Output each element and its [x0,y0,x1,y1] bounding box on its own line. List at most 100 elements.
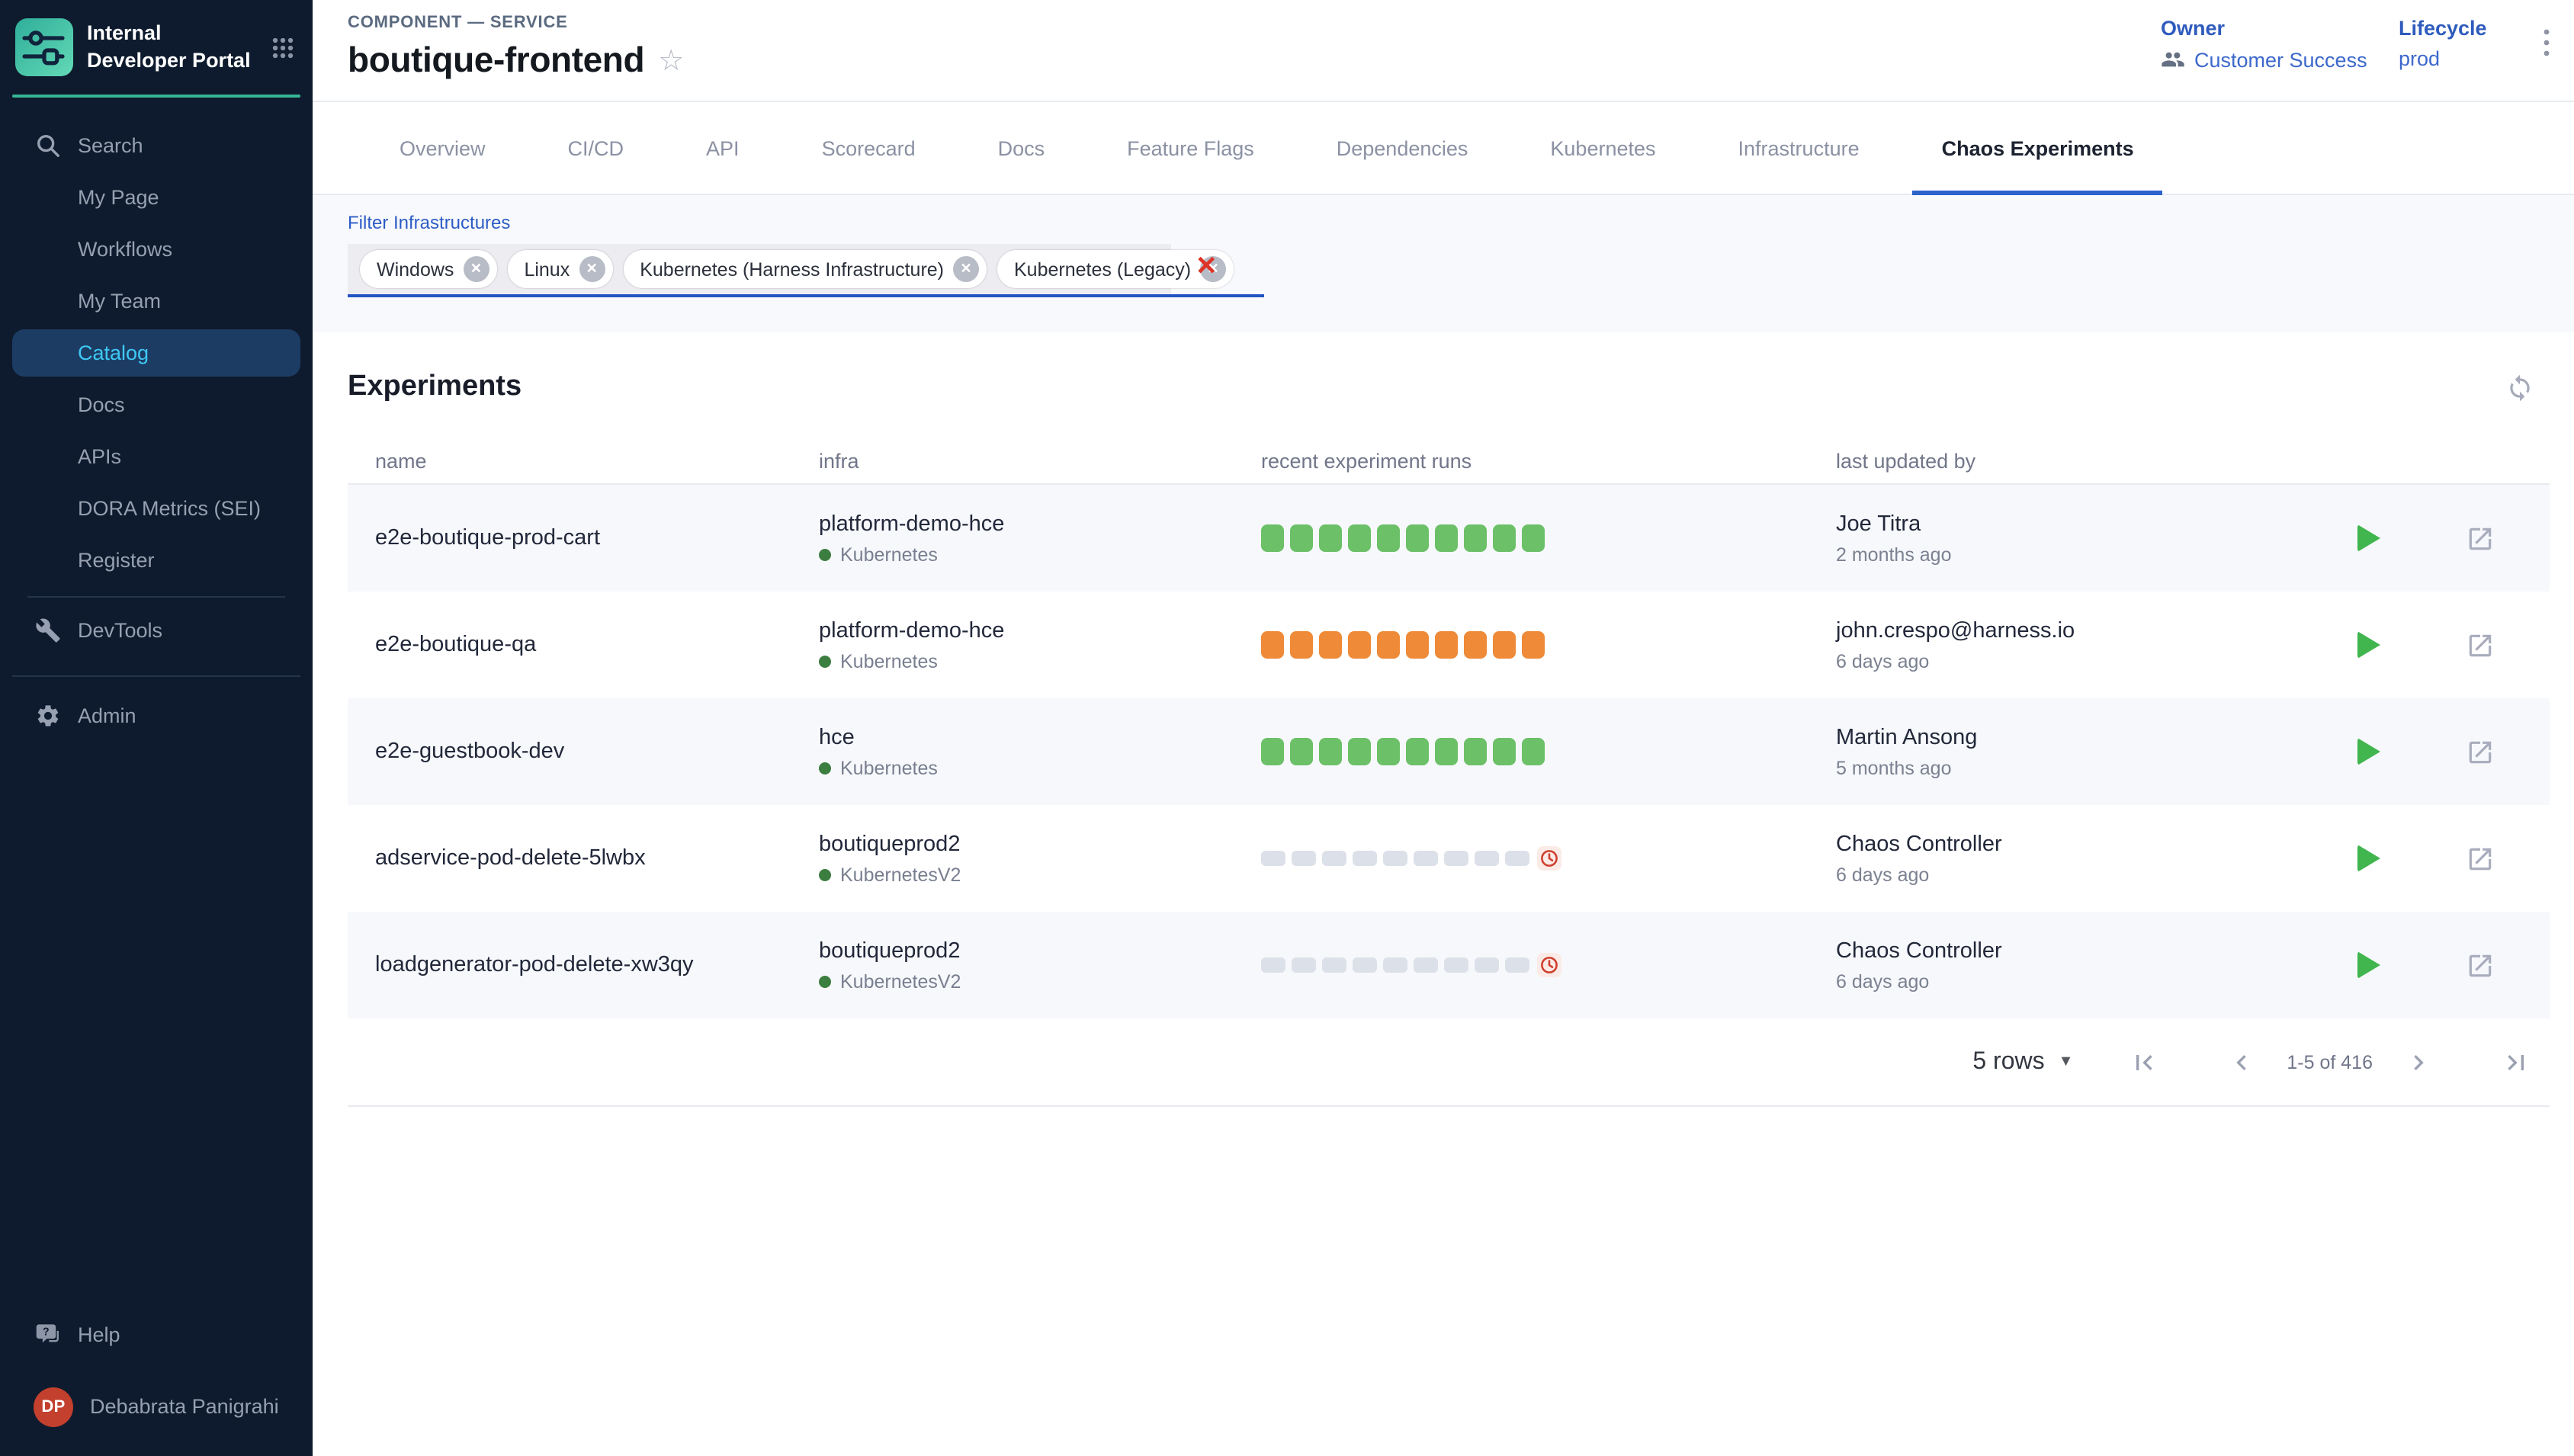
run-square-passed[interactable] [1319,524,1342,552]
run-square-passed[interactable] [1290,524,1313,552]
chip-remove-icon[interactable]: ✕ [953,256,979,282]
tab-chaos-experiments[interactable]: Chaos Experiments [1901,102,2175,194]
favorite-star-icon[interactable]: ☆ [658,47,684,76]
refresh-icon[interactable] [2505,373,2534,402]
tab-dependencies[interactable]: Dependencies [1295,102,1510,194]
sidebar-item-docs[interactable]: Docs [12,381,300,428]
tab-api[interactable]: API [665,102,781,194]
run-square-norun[interactable] [1292,957,1316,973]
run-square-norun[interactable] [1322,851,1346,866]
sidebar-item-dora-metrics-sei-[interactable]: DORA Metrics (SEI) [12,485,300,532]
tab-kubernetes[interactable]: Kubernetes [1509,102,1696,194]
run-square-passed[interactable] [1464,738,1487,765]
run-square-failed[interactable] [1261,631,1284,659]
run-square-passed[interactable] [1522,524,1545,552]
chip-remove-icon[interactable]: ✕ [579,256,605,282]
open-in-new-icon[interactable] [2466,630,2495,659]
run-experiment-button[interactable] [2357,951,2380,979]
run-square-norun[interactable] [1444,957,1468,973]
run-square-failed[interactable] [1493,631,1516,659]
tab-scorecard[interactable]: Scorecard [781,102,957,194]
run-square-passed[interactable] [1290,738,1313,765]
run-square-passed[interactable] [1406,524,1429,552]
run-square-passed[interactable] [1435,524,1458,552]
sidebar-item-admin[interactable]: Admin [12,692,300,739]
run-square-failed[interactable] [1406,631,1429,659]
run-square-norun[interactable] [1353,957,1377,973]
open-in-new-icon[interactable] [2466,524,2495,553]
open-in-new-icon[interactable] [2466,951,2495,980]
run-square-norun[interactable] [1505,957,1529,973]
run-square-passed[interactable] [1377,738,1400,765]
run-square-failed[interactable] [1464,631,1487,659]
sidebar-item-workflows[interactable]: Workflows [12,226,300,273]
filter-chip[interactable]: Kubernetes (Harness Infrastructure) ✕ [623,250,987,288]
last-page-button[interactable] [2501,1047,2531,1077]
run-square-norun[interactable] [1322,957,1346,973]
sidebar-item-register[interactable]: Register [12,537,300,584]
clear-filters-icon[interactable]: ✕ [1192,253,1227,285]
filter-chip[interactable]: Linux ✕ [507,250,612,288]
experiment-name: e2e-boutique-prod-cart [348,526,819,550]
run-square-norun[interactable] [1383,851,1407,866]
run-square-norun[interactable] [1383,957,1407,973]
run-square-norun[interactable] [1505,851,1529,866]
run-square-passed[interactable] [1406,738,1429,765]
run-square-passed[interactable] [1319,738,1342,765]
run-experiment-button[interactable] [2357,845,2380,872]
sidebar-item-help[interactable]: ? Help [12,1311,300,1358]
prev-page-button[interactable] [2226,1047,2256,1077]
tab-feature-flags[interactable]: Feature Flags [1086,102,1295,194]
run-square-failed[interactable] [1319,631,1342,659]
tab-overview[interactable]: Overview [358,102,527,194]
run-square-passed[interactable] [1377,524,1400,552]
run-square-norun[interactable] [1261,957,1285,973]
run-square-passed[interactable] [1261,738,1284,765]
tab-ci-cd[interactable]: CI/CD [527,102,666,194]
first-page-button[interactable] [2128,1047,2158,1077]
run-square-passed[interactable] [1435,738,1458,765]
run-square-passed[interactable] [1261,524,1284,552]
filter-chip[interactable]: Windows ✕ [360,250,496,288]
next-page-button[interactable] [2403,1047,2434,1077]
sidebar-item-my-page[interactable]: My Page [12,174,300,221]
run-square-norun[interactable] [1414,957,1438,973]
run-square-failed[interactable] [1290,631,1313,659]
sidebar-item-search[interactable]: Search [12,122,300,169]
run-square-passed[interactable] [1464,524,1487,552]
open-in-new-icon[interactable] [2466,737,2495,766]
app-grid-icon[interactable] [271,34,297,60]
run-square-norun[interactable] [1444,851,1468,866]
chip-remove-icon[interactable]: ✕ [463,256,489,282]
run-square-norun[interactable] [1475,851,1499,866]
run-experiment-button[interactable] [2357,631,2380,659]
run-square-passed[interactable] [1522,738,1545,765]
run-experiment-button[interactable] [2357,524,2380,552]
run-square-failed[interactable] [1377,631,1400,659]
tab-infrastructure[interactable]: Infrastructure [1697,102,1901,194]
run-square-norun[interactable] [1475,957,1499,973]
run-square-failed[interactable] [1522,631,1545,659]
owner-value[interactable]: Customer Success [2161,47,2367,72]
run-square-norun[interactable] [1292,851,1316,866]
run-square-norun[interactable] [1353,851,1377,866]
open-in-new-icon[interactable] [2466,844,2495,873]
sidebar-item-apis[interactable]: APIs [12,433,300,480]
rows-per-page-select[interactable]: 5 rows ▼ [1972,1048,2073,1076]
run-square-passed[interactable] [1348,524,1371,552]
kebab-menu-icon[interactable] [2536,27,2557,58]
sidebar-item-my-team[interactable]: My Team [12,277,300,325]
user-menu[interactable]: DP Debabrata Panigrahi [12,1383,300,1430]
sidebar-item-catalog[interactable]: Catalog [12,329,300,377]
sidebar-item-devtools[interactable]: DevTools [12,607,300,654]
run-square-failed[interactable] [1348,631,1371,659]
run-experiment-button[interactable] [2357,738,2380,765]
run-square-norun[interactable] [1261,851,1285,866]
filter-input[interactable]: Windows ✕ Linux ✕ Kubernetes (Harness In… [348,244,1264,297]
run-square-passed[interactable] [1348,738,1371,765]
tab-docs[interactable]: Docs [957,102,1086,194]
run-square-passed[interactable] [1493,524,1516,552]
run-square-norun[interactable] [1414,851,1438,866]
run-square-passed[interactable] [1493,738,1516,765]
run-square-failed[interactable] [1435,631,1458,659]
